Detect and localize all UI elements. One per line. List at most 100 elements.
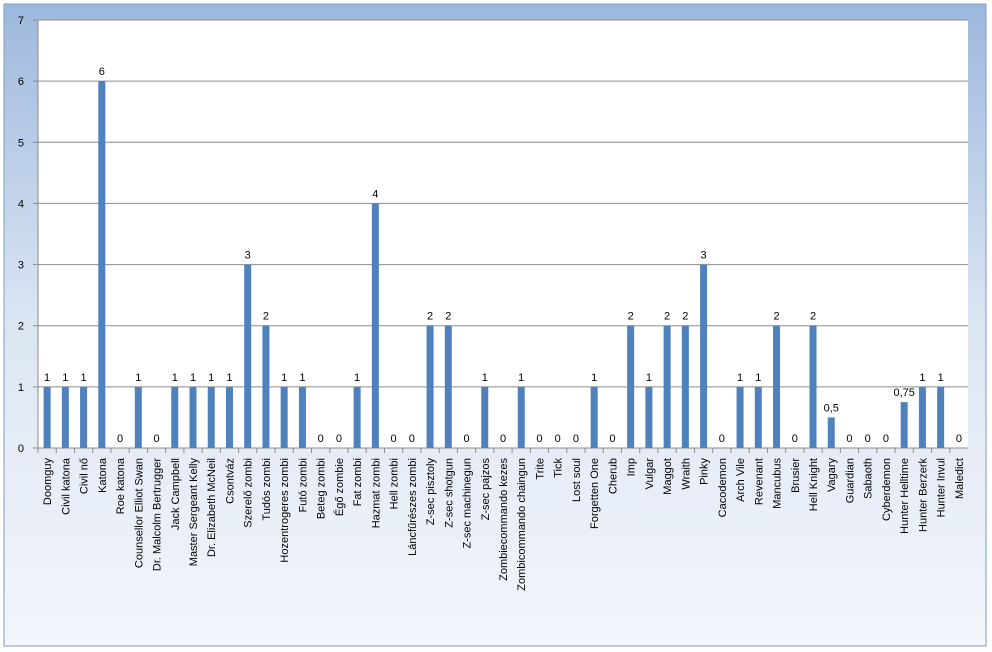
data-label: 1 (190, 372, 196, 384)
x-tick-label: Counsellor Elliot Swan (133, 458, 145, 568)
x-tick-label: Dr. Malcolm Bertrugger (152, 458, 164, 571)
x-tick-label: Trite (534, 458, 546, 480)
data-label: 0,75 (893, 387, 914, 399)
x-tick-label: Cherub (607, 458, 619, 494)
x-tick-label: Cacodemon (717, 458, 729, 517)
x-tick-label: Z-sec shotgun (443, 458, 455, 528)
data-label: 1 (299, 372, 305, 384)
x-tick-label: Guardian (844, 458, 856, 503)
data-label: 0 (391, 433, 397, 445)
bar (590, 386, 598, 448)
data-label: 2 (628, 311, 634, 323)
y-tick-label: 6 (18, 76, 24, 88)
data-label: 1 (737, 372, 743, 384)
x-tick-label: Mancubus (772, 458, 784, 509)
x-tick-label: Zombiecommando kezes (498, 458, 510, 581)
data-label: 0 (318, 433, 324, 445)
x-tick-label: Civil nő (79, 458, 91, 494)
x-tick-label: Hazmat zombi (370, 458, 382, 528)
data-label: 0 (336, 433, 342, 445)
bar (809, 325, 817, 448)
x-tick-label: Szerelő zombi (243, 458, 255, 528)
bar (700, 264, 708, 448)
x-tick-label: Dr. Elizabeth McNeil (206, 458, 218, 557)
bar (61, 386, 69, 448)
x-tick-label: Vagary (826, 458, 838, 493)
bar (937, 386, 945, 448)
x-tick-label: Brusier (790, 458, 802, 493)
x-tick-label: Fat zombi (352, 458, 364, 506)
data-label: 1 (226, 372, 232, 384)
data-label: 0 (846, 433, 852, 445)
y-tick-label: 0 (18, 443, 24, 455)
x-tick-label: Lost soul (571, 458, 583, 502)
data-label: 0 (463, 433, 469, 445)
x-tick-label: Maledict (954, 458, 966, 499)
x-tick-label: Roe katona (115, 457, 127, 514)
x-tick-label: Revenant (753, 458, 765, 505)
x-tick-label: Csontváz (224, 458, 236, 504)
y-tick-label: 4 (18, 198, 24, 210)
bar (663, 325, 671, 448)
data-label: 2 (810, 311, 816, 323)
bar (98, 81, 106, 449)
x-tick-label: Égő zombie (333, 458, 346, 516)
x-tick-label: Hunter Helltime (899, 458, 911, 534)
data-label: 6 (99, 66, 105, 78)
data-label: 0 (500, 433, 506, 445)
data-label: 3 (245, 250, 251, 262)
x-tick-label: Hozentrogeres zombi (279, 458, 291, 563)
x-tick-label: Forgetten One (589, 458, 601, 529)
bar (754, 386, 762, 448)
bar (627, 325, 635, 448)
bar (426, 325, 434, 448)
x-tick-label: Láncfűrészes zombi (407, 458, 419, 556)
data-label: 1 (172, 372, 178, 384)
bar (773, 325, 781, 448)
x-tick-label: Beteg zombi (316, 458, 328, 519)
data-label: 4 (372, 188, 378, 200)
data-label: 1 (208, 372, 214, 384)
x-tick-label: Tudós zombi (261, 458, 273, 521)
x-tick-label: Imp (626, 458, 638, 476)
data-label: 1 (646, 372, 652, 384)
data-label: 1 (62, 372, 68, 384)
data-label: 0 (883, 433, 889, 445)
y-tick-label: 5 (18, 137, 24, 149)
data-label: 0 (536, 433, 542, 445)
data-label: 2 (445, 311, 451, 323)
x-tick-label: Jack Campbell (170, 458, 182, 530)
data-label: 0 (409, 433, 415, 445)
bar (645, 386, 653, 448)
x-tick-label: Z-sec pisztoly (425, 458, 437, 526)
data-label: 3 (701, 250, 707, 262)
bar (736, 386, 744, 448)
x-tick-label: Hell Knight (808, 458, 820, 511)
data-label: 0 (609, 433, 615, 445)
x-tick-label: Cyberdemon (881, 458, 893, 521)
data-label: 0 (865, 433, 871, 445)
data-label: 1 (281, 372, 287, 384)
y-tick-label: 3 (18, 260, 24, 272)
x-tick-label: Sabaoth (863, 458, 875, 499)
bar (371, 203, 379, 448)
bar (280, 386, 288, 448)
data-label: 0,5 (824, 402, 839, 414)
data-label: 1 (755, 372, 761, 384)
bar (225, 386, 233, 448)
x-tick-label: Hell zombi (389, 458, 401, 509)
data-label: 1 (591, 372, 597, 384)
bar (171, 386, 179, 448)
data-label: 2 (263, 311, 269, 323)
data-label: 0 (792, 433, 798, 445)
bar (80, 386, 88, 448)
data-label: 0 (555, 433, 561, 445)
x-tick-label: Master Sergeant Kelly (188, 458, 200, 567)
x-tick-label: Z-sec machinegun (462, 458, 474, 549)
bar (207, 386, 215, 448)
data-label: 0 (573, 433, 579, 445)
bar (517, 386, 525, 448)
bar (353, 386, 361, 448)
bar (481, 386, 489, 448)
